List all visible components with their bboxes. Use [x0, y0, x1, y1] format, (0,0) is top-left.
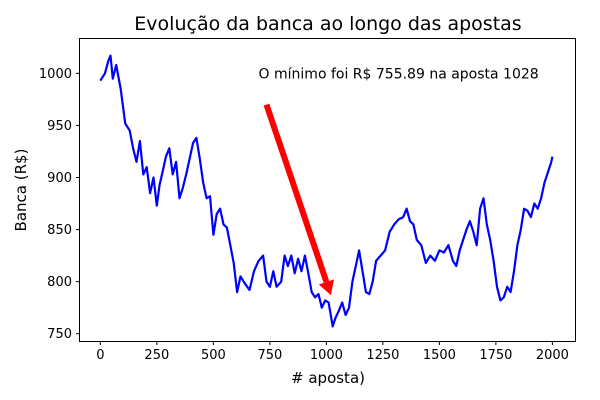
- x-tick-label: 1250: [366, 348, 399, 363]
- y-tick-label: 750: [47, 327, 72, 342]
- chart-title: Evolução da banca ao longo das apostas: [134, 13, 521, 35]
- y-axis-label: Banca (R$): [12, 149, 30, 232]
- x-tick-label: 1000: [310, 348, 343, 363]
- arrow-shaft: [263, 103, 330, 283]
- x-tick-label: 500: [201, 348, 226, 363]
- x-tick-label: 1750: [479, 348, 512, 363]
- x-tick-label: 1500: [423, 348, 456, 363]
- plot-area: 0 250 500 750 1000 1250 1500 1750 2000 750 800 850 9…: [39, 54, 569, 363]
- y-tick-label: 900: [47, 171, 72, 186]
- y-tick-label: 850: [47, 223, 72, 238]
- x-tick-label: 0: [96, 348, 104, 363]
- x-tick-label: 2000: [536, 348, 569, 363]
- y-tick-label: 800: [47, 275, 72, 290]
- arrow-head: [318, 279, 334, 296]
- x-tick-label: 750: [257, 348, 282, 363]
- x-axis-label: # aposta): [291, 369, 365, 387]
- y-tick-label: 950: [47, 119, 72, 134]
- y-tick-label: 1000: [39, 67, 72, 82]
- minimum-annotation: O mínimo foi R$ 755.89 na aposta 1028: [259, 66, 539, 82]
- bankroll-series-line: [99, 54, 554, 328]
- plot-frame: [79, 38, 576, 342]
- x-tick-label: 250: [144, 348, 169, 363]
